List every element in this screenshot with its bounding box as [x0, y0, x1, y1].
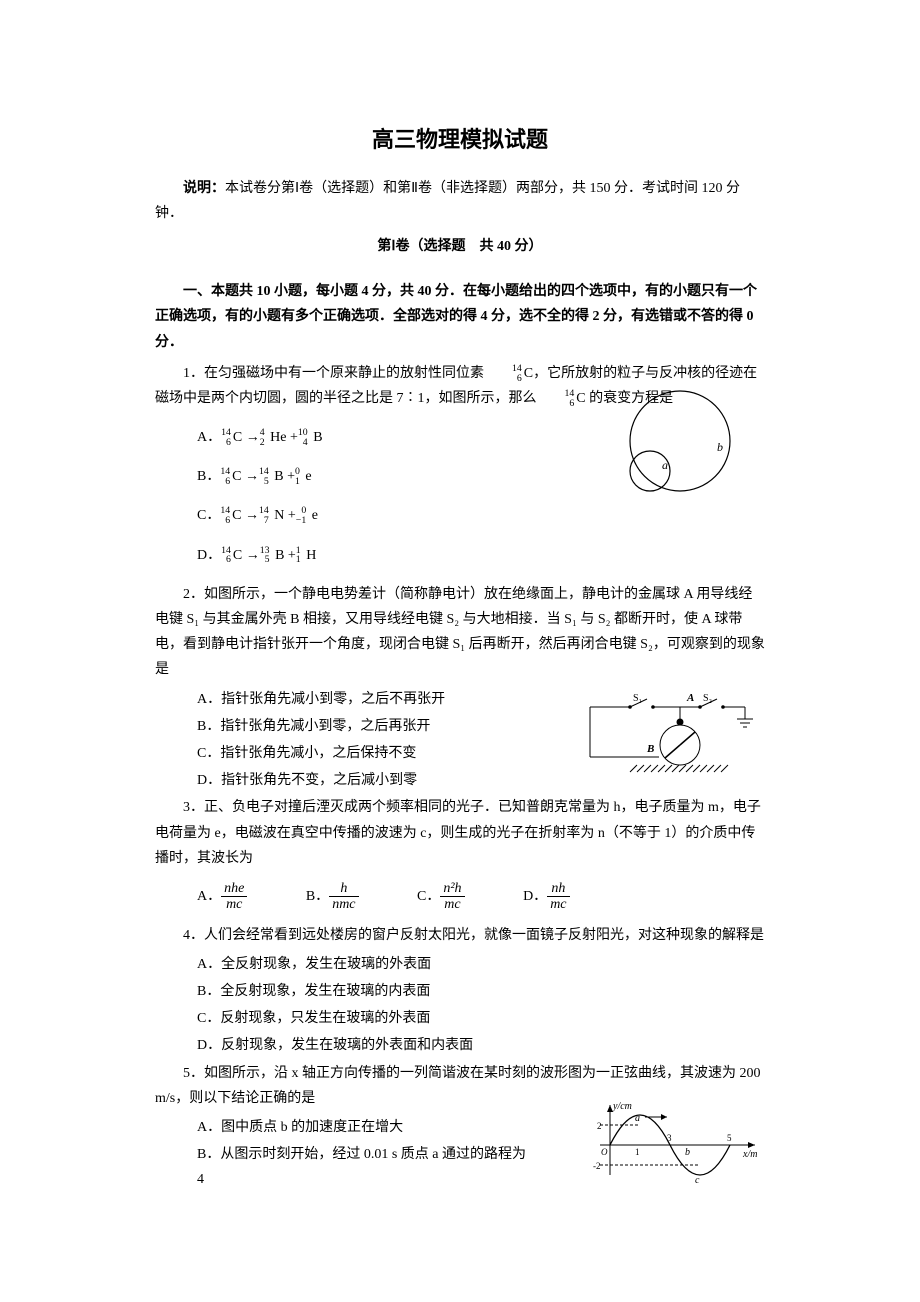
q5-fig-yminus: -2 [593, 1161, 601, 1171]
question-1: 1．在匀强磁场中有一个原来静止的放射性同位素146C，它所放射的粒子与反冲核的径… [155, 361, 765, 568]
q2-fig-s2: S₂ [703, 693, 712, 704]
q4-option-c: C．反射现象，只发生在玻璃的外表面 [197, 1006, 765, 1031]
page-title: 高三物理模拟试题 [155, 120, 765, 160]
question-3: 3．正、负电子对撞后湮灭成两个频率相同的光子．已知普朗克常量为 h，电子质量为 … [155, 795, 765, 912]
q1-fig-label-b: b [717, 440, 723, 454]
q4-option-b: B．全反射现象，发生在玻璃的内表面 [197, 979, 765, 1004]
question-5: 5．如图所示，沿 x 轴正方向传播的一列简谐波在某时刻的波形图为一正弦曲线，其波… [155, 1061, 765, 1193]
q2-option-a: A．指针张角先减小到零，之后不再张开 [197, 687, 505, 712]
q4-options: A．全反射现象，发生在玻璃的外表面 B．全反射现象，发生在玻璃的内表面 C．反射… [155, 952, 765, 1059]
q1-option-c: C．146C →147 N +0−1 e [197, 503, 765, 528]
section-1-header: 第Ⅰ卷（选择题 共 40 分） [155, 234, 765, 259]
q5-option-b: B．从图示时刻开始，经过 0.01 s 质点 a 通过的路程为 4 [197, 1142, 535, 1192]
q5-fig-a: a [635, 1113, 640, 1124]
q2-fig-s1: S₁ [633, 693, 642, 704]
q2-fig-b: B [646, 743, 654, 755]
q3-option-b: B．hnmc [306, 881, 359, 913]
q5-figure: y/cm x/m 2 -2 O 1 3 5 a b c [585, 1095, 765, 1185]
q1-isotope: 146 [484, 364, 522, 384]
q5-fig-c: c [695, 1175, 700, 1185]
q2-option-d: D．指针张角先不变，之后减小到零 [197, 768, 505, 793]
q2-options: A．指针张角先减小到零，之后不再张开 B．指针张角先减小到零，之后再张开 C．指… [155, 687, 505, 794]
q3-option-d: D．nhmc [523, 881, 569, 913]
shuoming-text: 本试卷分第Ⅰ卷（选择题）和第Ⅱ卷（非选择题）两部分，共 150 分．考试时间 1… [155, 181, 740, 221]
q2-option-c: C．指针张角先减小，之后保持不变 [197, 741, 505, 766]
q2-option-b: B．指针张角先减小到零，之后再张开 [197, 714, 505, 739]
q4-stem: 4．人们会经常看到远处楼房的窗户反射太阳光，就像一面镜子反射阳光，对这种现象的解… [155, 923, 765, 948]
question-2: 2．如图所示，一个静电电势差计（简称静电计）放在绝缘面上，静电计的金属球 A 用… [155, 582, 765, 794]
q4-option-a: A．全反射现象，发生在玻璃的外表面 [197, 952, 765, 977]
q4-option-d: D．反射现象，发生在玻璃的外表面和内表面 [197, 1033, 765, 1058]
q5-fig-xlabel: x/m [742, 1149, 757, 1160]
section-1-instructions: 一、本题共 10 小题，每小题 4 分，共 40 分．在每小题给出的四个选项中，… [155, 279, 765, 355]
q1-text-pre: 1．在匀强磁场中有一个原来静止的放射性同位素 [183, 366, 484, 381]
q5-fig-yplus: 2 [597, 1121, 602, 1131]
q2-fig-a: A [686, 692, 694, 704]
q2-stem: 2．如图所示，一个静电电势差计（简称静电计）放在绝缘面上，静电计的金属球 A 用… [155, 582, 765, 683]
q5-options: A．图中质点 b 的加速度正在增大 B．从图示时刻开始，经过 0.01 s 质点… [155, 1115, 535, 1193]
q5-fig-x1: 1 [635, 1147, 640, 1157]
q3-options: A．nhemc B．hnmc C．n²hmc D．nhmc [155, 881, 765, 913]
q5-fig-ylabel: y/cm [612, 1101, 632, 1112]
shuoming: 说明：本试卷分第Ⅰ卷（选择题）和第Ⅱ卷（非选择题）两部分，共 150 分．考试时… [155, 176, 765, 226]
svg-text:O: O [601, 1147, 608, 1157]
shuoming-label: 说明： [183, 181, 225, 196]
q5-fig-b: b [685, 1147, 690, 1158]
q5-fig-x5: 5 [727, 1133, 732, 1143]
q1-fig-label-a: a [662, 458, 668, 472]
q5-fig-x3: 3 [667, 1133, 672, 1143]
q1-figure: a b [605, 381, 745, 501]
q5-option-a: A．图中质点 b 的加速度正在增大 [197, 1115, 535, 1140]
q3-option-a: A．nhemc [197, 881, 247, 913]
q1-option-d: D．146C →135 B +11 H [197, 543, 765, 568]
q3-option-c: C．n²hmc [417, 881, 465, 913]
q1-isotope-2: 146 [537, 389, 575, 409]
q3-stem: 3．正、负电子对撞后湮灭成两个频率相同的光子．已知普朗克常量为 h，电子质量为 … [155, 795, 765, 871]
question-4: 4．人们会经常看到远处楼房的窗户反射太阳光，就像一面镜子反射阳光，对这种现象的解… [155, 923, 765, 1059]
q2-figure: S₁ A S₂ B [575, 687, 765, 787]
